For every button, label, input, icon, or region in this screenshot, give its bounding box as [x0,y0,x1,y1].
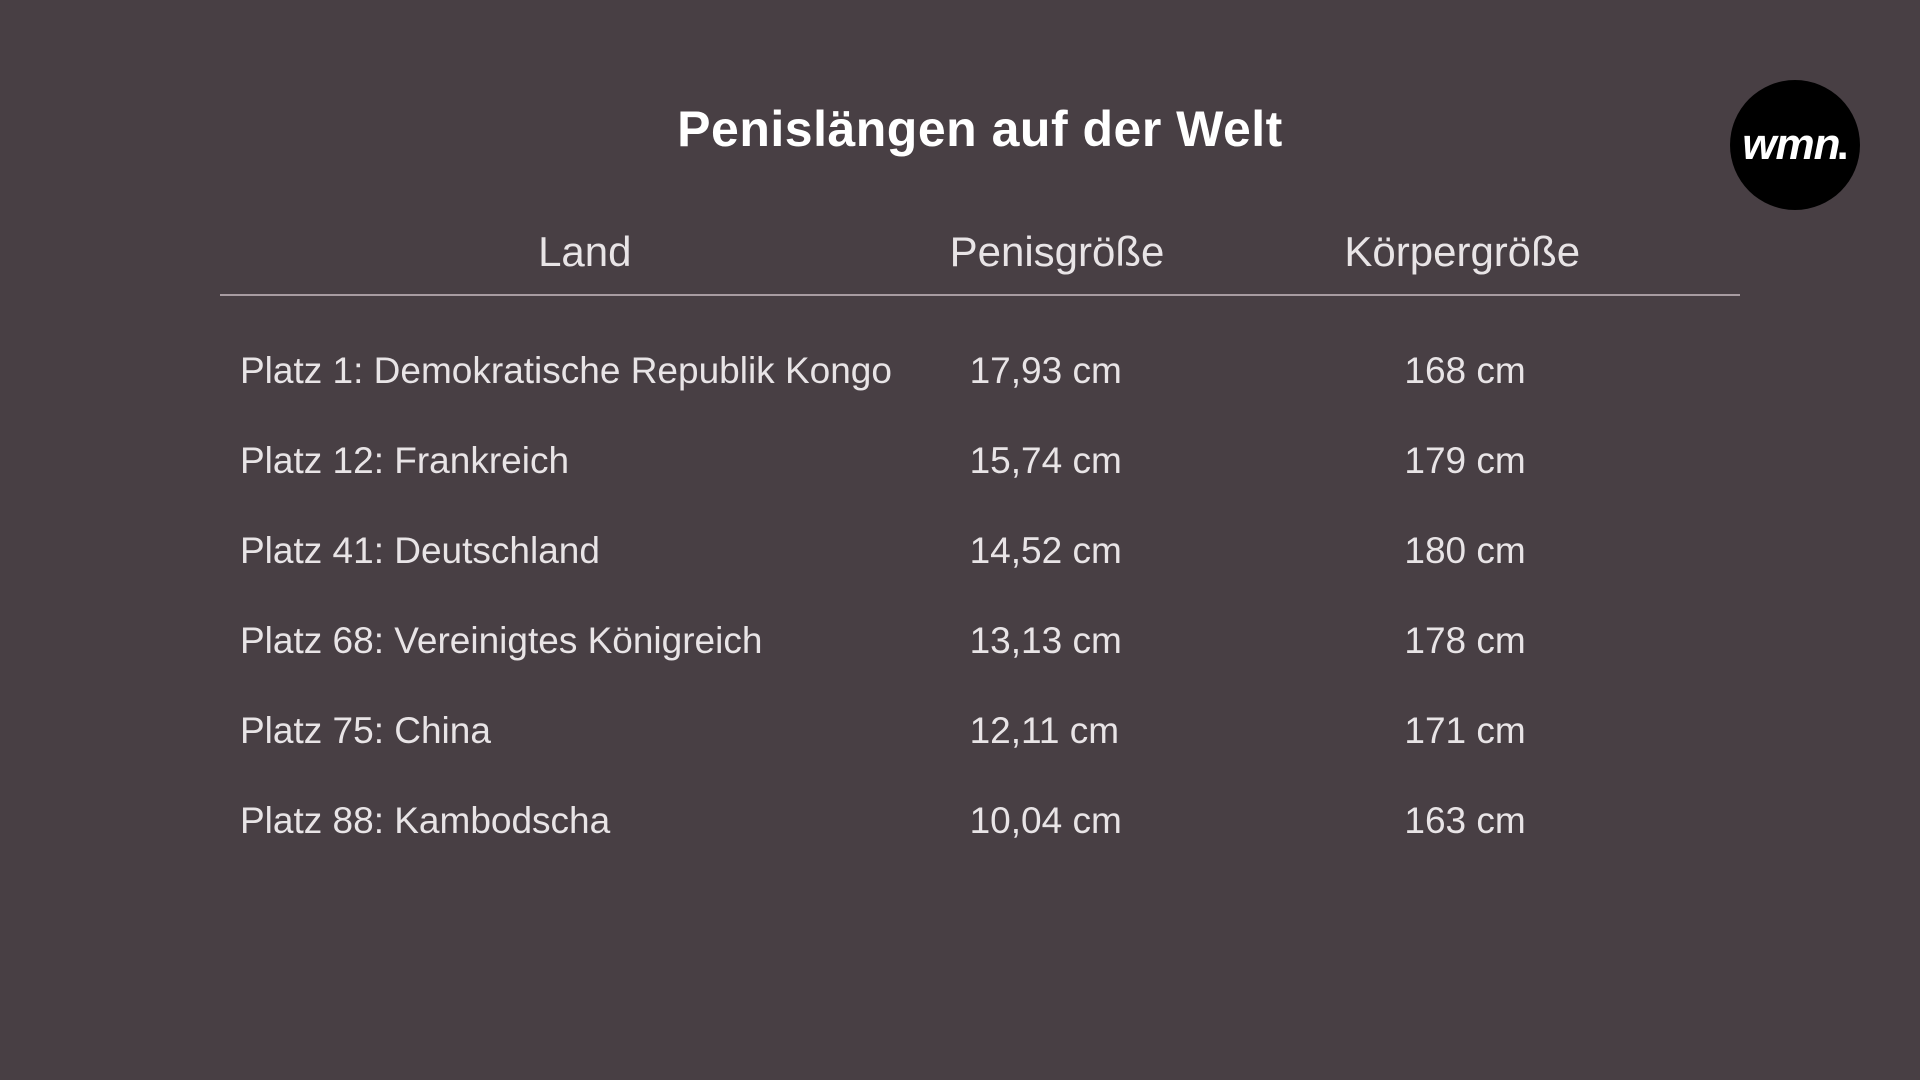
cell-body: 179 cm [1314,440,1740,482]
cell-penis: 17,93 cm [950,350,1315,392]
brand-logo: wmn. [1730,80,1860,210]
cell-body: 163 cm [1314,800,1740,842]
cell-land: Platz 1: Demokratische Republik Kongo [220,350,950,392]
cell-land: Platz 41: Deutschland [220,530,950,572]
table-row: Platz 1: Demokratische Republik Kongo 17… [220,326,1740,416]
header-land: Land [220,228,950,276]
table-row: Platz 68: Vereinigtes Königreich 13,13 c… [220,596,1740,686]
cell-land: Platz 68: Vereinigtes Königreich [220,620,950,662]
table-row: Platz 88: Kambodscha 10,04 cm 163 cm [220,776,1740,866]
table-row: Platz 75: China 12,11 cm 171 cm [220,686,1740,776]
logo-text: wmn. [1742,120,1847,170]
data-table: Land Penisgröße Körpergröße Platz 1: Dem… [220,228,1740,866]
table-row: Platz 12: Frankreich 15,74 cm 179 cm [220,416,1740,506]
table-row: Platz 41: Deutschland 14,52 cm 180 cm [220,506,1740,596]
page-title: Penislängen auf der Welt [220,100,1740,158]
infographic-container: Penislängen auf der Welt Land Penisgröße… [0,0,1920,946]
cell-penis: 13,13 cm [950,620,1315,662]
cell-land: Platz 75: China [220,710,950,752]
cell-body: 171 cm [1314,710,1740,752]
cell-penis: 12,11 cm [950,710,1315,752]
cell-body: 168 cm [1314,350,1740,392]
table-header-row: Land Penisgröße Körpergröße [220,228,1740,296]
cell-land: Platz 88: Kambodscha [220,800,950,842]
cell-body: 180 cm [1314,530,1740,572]
cell-body: 178 cm [1314,620,1740,662]
cell-land: Platz 12: Frankreich [220,440,950,482]
cell-penis: 10,04 cm [950,800,1315,842]
header-penis: Penisgröße [950,228,1315,276]
header-body: Körpergröße [1314,228,1740,276]
cell-penis: 15,74 cm [950,440,1315,482]
cell-penis: 14,52 cm [950,530,1315,572]
